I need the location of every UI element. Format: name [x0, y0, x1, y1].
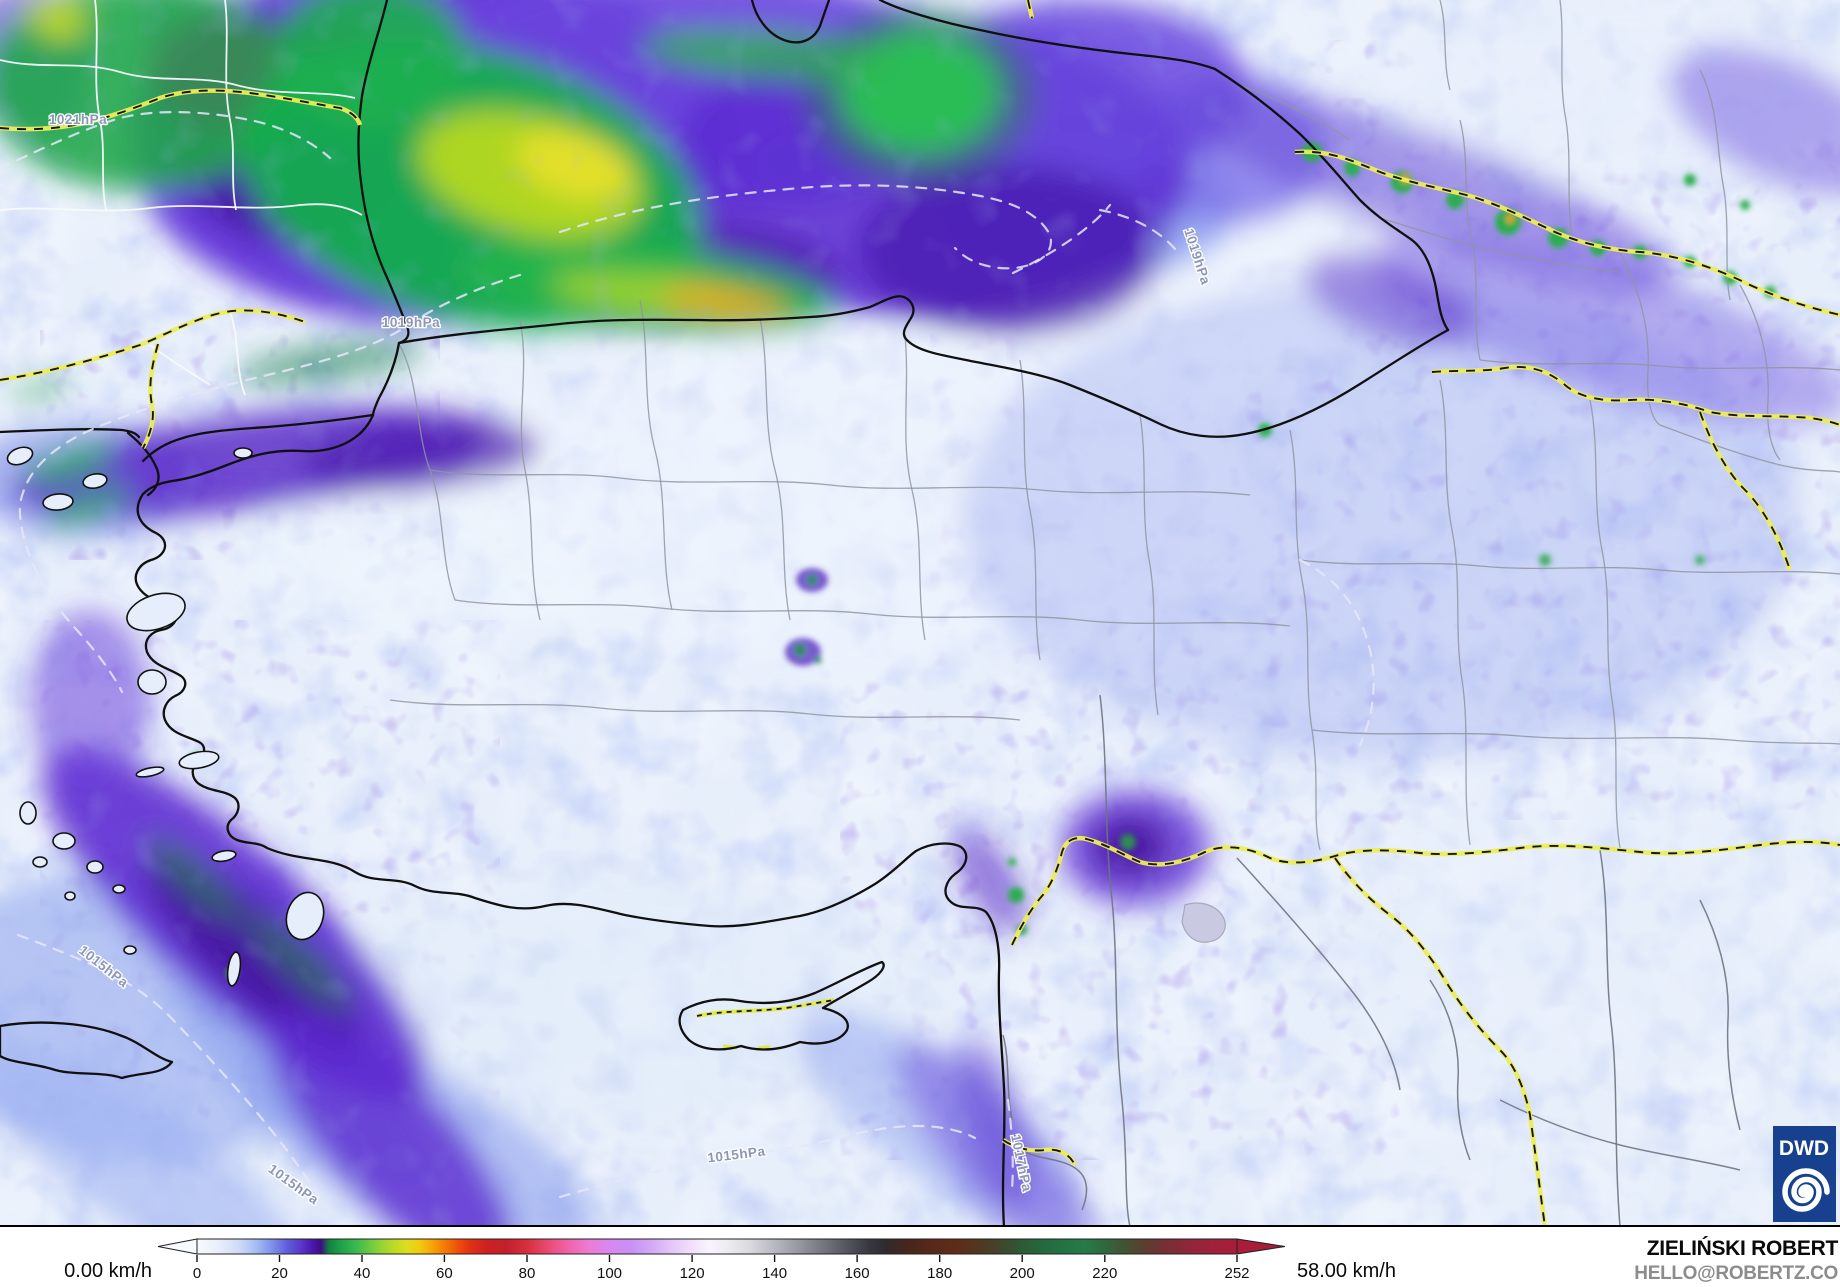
tick-label: 200	[1010, 1265, 1035, 1282]
colorbar: 0 20 40 60 80 100 120 140 160 180 200 22…	[157, 1238, 1286, 1282]
colorbar-gradient	[196, 1238, 1238, 1255]
attribution-email: HELLO@ROBERTZ.CO	[1634, 1263, 1838, 1284]
colorbar-ticks	[196, 1255, 1238, 1262]
tick-label: 252	[1224, 1265, 1249, 1282]
scale-min-label: 0.00 km/h	[64, 1260, 152, 1282]
tick-label: 100	[597, 1265, 622, 1282]
border-greece-turkey	[0, 308, 306, 450]
coastlines	[0, 0, 1450, 1227]
tick-label: 80	[519, 1265, 536, 1282]
tick-label: 160	[845, 1265, 870, 1282]
tick-label: 180	[927, 1265, 952, 1282]
tick-label: 0	[193, 1265, 201, 1282]
attribution: ZIELIŃSKI ROBERT HELLO@ROBERTZ.CO	[1634, 1237, 1838, 1284]
dwd-spiral-icon	[1782, 1168, 1830, 1212]
isobar-label: 1019hPa	[382, 315, 440, 330]
attribution-name: ZIELIŃSKI ROBERT	[1647, 1237, 1839, 1260]
dwd-logo: DWD	[1773, 1126, 1836, 1222]
tick-label: 60	[436, 1265, 453, 1282]
country-borders	[0, 0, 1840, 1227]
lake-assad	[1181, 902, 1226, 943]
cyprus	[678, 960, 885, 1051]
tick-label: 120	[680, 1265, 705, 1282]
colorbar-left-arrow	[157, 1238, 198, 1255]
tick-label: 220	[1092, 1265, 1117, 1282]
aegean-islands	[6, 446, 325, 987]
isobar-label: 1021hPa	[49, 112, 107, 127]
colorbar-right-arrow	[1236, 1238, 1286, 1255]
tick-label: 140	[762, 1265, 787, 1282]
legend-bar: 0.00 km/h 0 20 40 60 80 100 120 140 160 …	[0, 1227, 1840, 1287]
dwd-logo-text: DWD	[1779, 1137, 1829, 1160]
province-borders	[0, 0, 1840, 1227]
wind-map: 1021hPa 1019hPa 1019hPa 1015hPa 1015hPa …	[0, 0, 1840, 1227]
border-caucasus	[1025, 0, 1840, 571]
border-bulgaria-turkey	[0, 88, 363, 132]
wind-speed-field	[0, 0, 1840, 1227]
dwd-logo-box	[1773, 1126, 1836, 1222]
scale-max-label: 58.00 km/h	[1297, 1260, 1396, 1282]
tick-label: 20	[271, 1265, 288, 1282]
tick-label: 40	[354, 1265, 371, 1282]
colorbar-tick-labels: 0 20 40 60 80 100 120 140 160 180 200 22…	[193, 1265, 1250, 1282]
border-syria-iraq	[1001, 835, 1840, 1227]
